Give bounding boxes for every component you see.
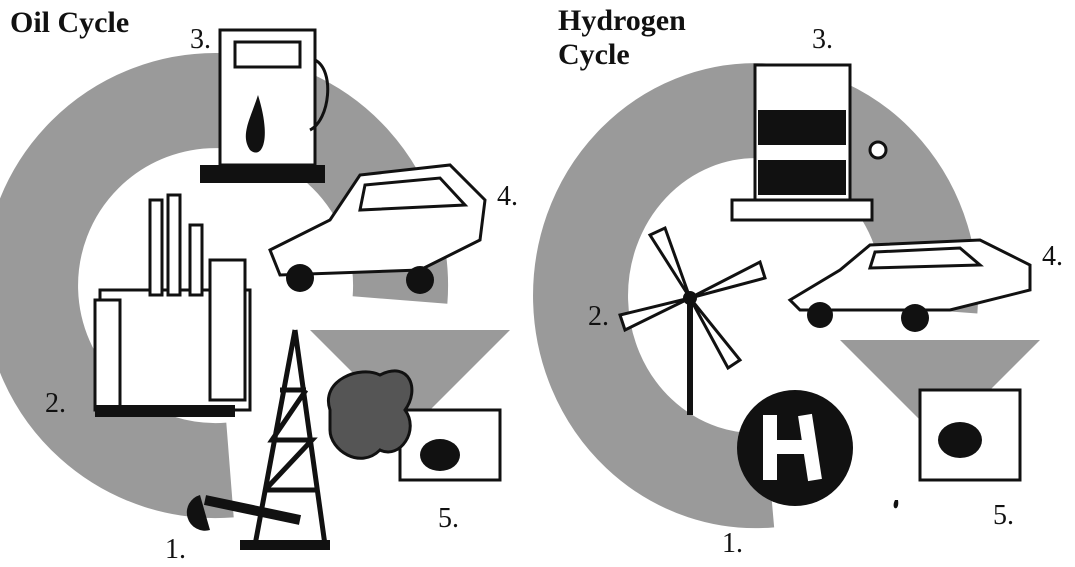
oil-cycle: Oil Cycle 1. 2. 3. 4. 5. — [10, 6, 518, 565]
refinery-icon — [95, 195, 250, 417]
step-label: 3. — [812, 24, 833, 55]
hydrogen-cycle: Hydrogen Cycle 1. 2. 3. 4. 5. — [558, 4, 1063, 559]
step-label: 2. — [588, 301, 609, 332]
step-label: 4. — [1042, 241, 1063, 272]
step-label: 5. — [438, 503, 459, 534]
step-label: 4. — [497, 181, 518, 212]
step-label: 3. — [190, 24, 211, 55]
step-label: 1. — [165, 534, 186, 565]
panel-title: Cycle — [558, 38, 630, 71]
diagram: Oil Cycle 1. 2. 3. 4. 5. — [0, 0, 1075, 567]
step-label: 1. — [722, 528, 743, 559]
step-label: 2. — [45, 388, 66, 419]
hydrogen-icon — [737, 390, 853, 506]
panel-title: Oil Cycle — [10, 6, 129, 39]
car-icon — [790, 240, 1030, 332]
panel-title: Hydrogen — [558, 4, 686, 37]
step-label: 5. — [993, 500, 1014, 531]
fuel-pump-icon — [200, 30, 328, 183]
